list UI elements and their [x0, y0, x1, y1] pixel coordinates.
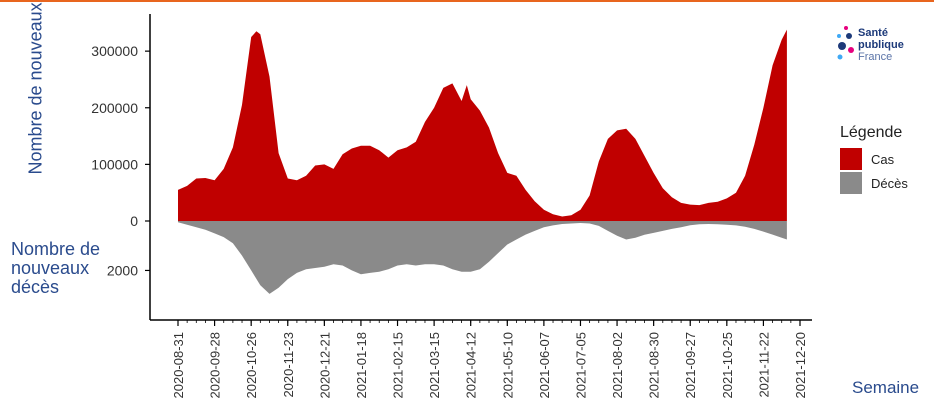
- x-tick-label: 2021-10-25: [720, 332, 735, 399]
- logo-text-line3: France: [858, 51, 893, 63]
- legend-item-cas: Cas: [840, 148, 908, 170]
- logo-text-line2: publique: [858, 39, 904, 51]
- y-tick-label-cas: 300000: [91, 43, 138, 59]
- x-tick-label: 2021-03-15: [427, 332, 442, 399]
- legend-item-deces: Décès: [840, 172, 908, 194]
- y-tick-label-cas: 0: [130, 213, 138, 229]
- x-tick-label: 2021-09-27: [683, 332, 698, 399]
- x-tick-label: 2020-08-31: [171, 332, 186, 399]
- logo-text-line1: Santé: [858, 27, 888, 39]
- logo-dots-icon: [837, 26, 854, 60]
- x-tick-label: 2021-08-30: [647, 332, 662, 399]
- x-tick-label: 2021-02-15: [391, 332, 406, 399]
- legend-swatch-deces: [840, 172, 862, 194]
- x-tick-label: 2021-11-22: [756, 332, 771, 398]
- y-axis-title-deces-line: nouveaux: [11, 258, 90, 278]
- x-tick-label: 2021-12-20: [793, 332, 808, 399]
- x-tick-label: 2021-05-10: [500, 332, 515, 399]
- y-axis-title-deces: Nombre de nouveaux décès: [11, 239, 101, 297]
- y-tick-label-deces: 2000: [107, 262, 138, 278]
- legend-label-cas: Cas: [871, 151, 895, 167]
- y-axis-title-deces-line: Nombre de: [11, 239, 101, 259]
- legend: Légende Cas Décès: [840, 124, 908, 196]
- y-tick-label-cas: 200000: [91, 100, 138, 116]
- x-tick-label: 2020-11-23: [281, 332, 296, 398]
- x-tick-label: 2021-07-05: [573, 332, 588, 399]
- legend-label-deces: Décès: [871, 175, 908, 191]
- x-tick-label: 2021-08-02: [610, 332, 625, 399]
- x-axis-title: Semaine: [852, 378, 920, 397]
- x-tick-label: 2021-06-07: [537, 332, 552, 399]
- series-area-deces: [178, 221, 787, 294]
- x-tick-label: 2021-01-18: [354, 332, 369, 399]
- logo-text: Santé publique France: [858, 27, 904, 63]
- legend-title: Légende: [840, 124, 903, 141]
- y-axis-title-cas: Nombre de nouveaux cas: [25, 0, 46, 175]
- x-tick-label: 2021-04-12: [464, 332, 479, 399]
- x-tick-label: 2020-09-28: [208, 332, 223, 399]
- y-axis-title-deces-line: décès: [11, 277, 60, 297]
- sante-publique-france-logo: Santé publique France: [834, 24, 926, 74]
- series-area-cas: [178, 29, 787, 221]
- x-tick-label: 2020-12-21: [317, 332, 332, 399]
- top-accent-rule: [0, 0, 934, 2]
- legend-swatch-cas: [840, 148, 862, 170]
- x-tick-label: 2020-10-26: [244, 332, 259, 399]
- y-tick-label-cas: 100000: [91, 156, 138, 172]
